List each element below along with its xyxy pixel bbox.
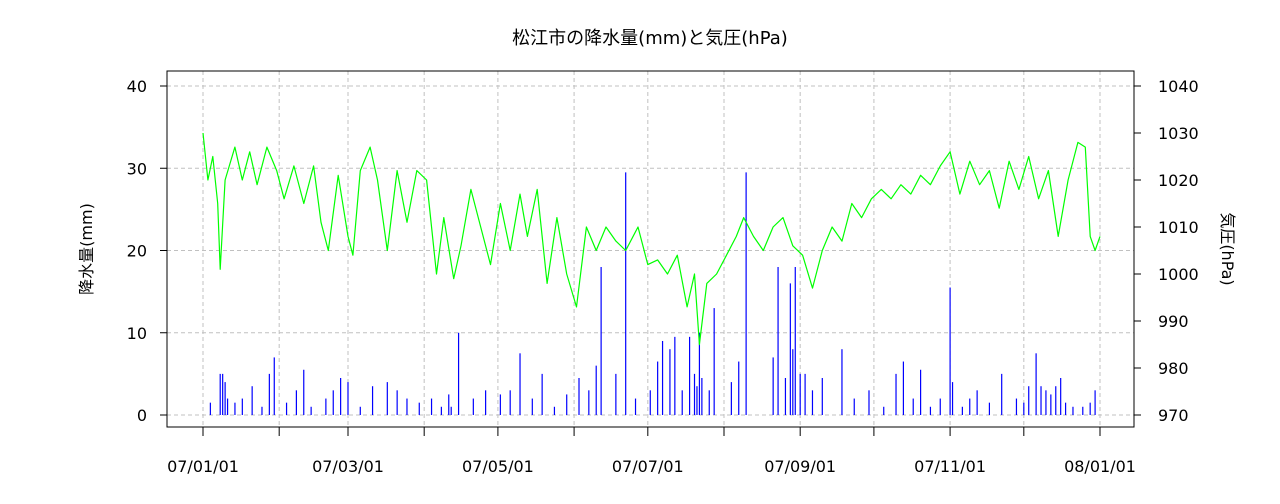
pressure-series [202, 132, 1101, 346]
y-right-tick-label-2: 990 [1158, 312, 1189, 331]
y-left-tick-label-1: 10 [127, 324, 147, 343]
y-left-tick-label-3: 30 [127, 159, 147, 178]
x-tick-label-10: 07/11/01 [914, 457, 986, 476]
y-right-tick-label-7: 1040 [1158, 77, 1199, 96]
plot-frame [166, 70, 1135, 428]
y-axis-right: 970 980 990 1000 1010 1020 1030 1040 [1134, 77, 1199, 425]
chart-title: 松江市の降水量(mm)と気圧(hPa) [512, 28, 788, 49]
x-tick-label-4: 07/05/01 [462, 457, 534, 476]
precipitation-series [209, 172, 1096, 415]
y-right-tick-label-3: 1000 [1158, 265, 1199, 284]
pressure-line [202, 132, 1101, 346]
x-tick-label-0: 07/01/01 [167, 457, 239, 476]
y-axis-right-title: 気圧(hPa) [1218, 212, 1237, 285]
x-tick-label-8: 07/09/01 [764, 457, 836, 476]
grid [167, 71, 1134, 427]
y-right-tick-label-0: 970 [1158, 406, 1189, 425]
y-right-tick-label-1: 980 [1158, 359, 1189, 378]
x-tick-label-6: 07/07/01 [612, 457, 684, 476]
y-right-tick-label-4: 1010 [1158, 218, 1199, 237]
y-axis-left-title: 降水量(mm) [77, 203, 96, 295]
x-tick-label-12: 08/01/01 [1064, 457, 1136, 476]
y-right-tick-label-5: 1020 [1158, 171, 1199, 190]
y-left-tick-label-0: 0 [137, 406, 147, 425]
x-tick-label-2: 07/03/01 [312, 457, 384, 476]
y-axis-left: 0 10 20 30 40 [127, 77, 167, 425]
x-axis: 07/01/01 07/03/01 07/05/01 07/07/01 07/09/01… [167, 427, 1136, 476]
y-right-tick-label-6: 1030 [1158, 124, 1199, 143]
y-left-tick-label-2: 20 [127, 242, 147, 261]
y-left-tick-label-4: 40 [127, 77, 147, 96]
